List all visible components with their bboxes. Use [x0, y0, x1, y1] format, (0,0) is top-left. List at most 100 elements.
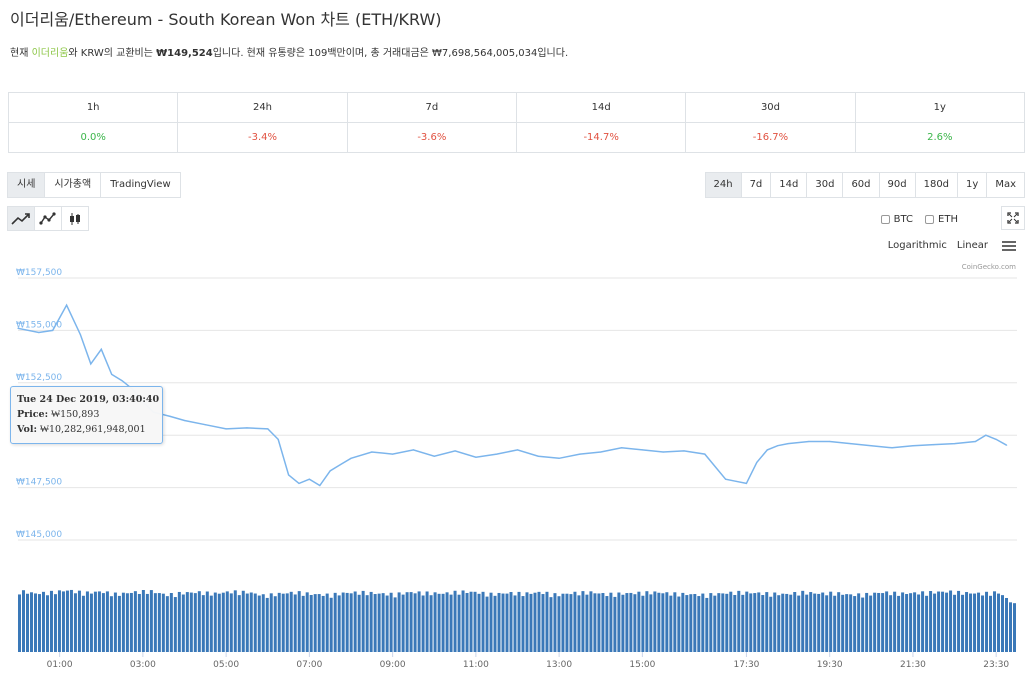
volume-bar [117, 595, 121, 652]
volume-bar [633, 594, 637, 652]
volume-bar [97, 591, 101, 652]
range-180d-button[interactable]: 180d [914, 172, 959, 198]
volume-bar [641, 595, 645, 652]
price-point [579, 453, 581, 455]
volume-bar [281, 593, 285, 652]
volume-bar [153, 593, 157, 652]
volume-bar [269, 593, 273, 652]
volume-bar [293, 594, 297, 652]
range-60d-button[interactable]: 60d [842, 172, 880, 198]
price-point [1005, 444, 1008, 446]
volume-bar [813, 593, 817, 652]
volume-bar [161, 593, 165, 652]
price-point [475, 456, 477, 458]
price-point [111, 373, 113, 376]
linear-button[interactable]: Linear [956, 240, 988, 251]
candlestick-button[interactable] [61, 206, 89, 231]
volume-bar [385, 595, 389, 652]
volume-bar [689, 594, 693, 652]
price-point [246, 427, 248, 429]
volume-bar [677, 596, 681, 652]
volume-bar [501, 593, 505, 652]
chart-credits[interactable]: CoinGecko.com [961, 263, 1016, 271]
volume-bar [961, 594, 965, 652]
tab-market-cap[interactable]: 시가총액 [44, 172, 102, 198]
volume-bar [113, 592, 117, 652]
perf-header-30d: 30d [685, 92, 856, 123]
range-30d-button[interactable]: 30d [806, 172, 844, 198]
price-point [38, 331, 40, 334]
volume-bar [365, 595, 369, 652]
volume-bar [33, 593, 37, 652]
range-1y-button[interactable]: 1y [957, 172, 988, 198]
compare-btc[interactable]: BTC [880, 214, 913, 225]
volume-bar [45, 595, 49, 652]
volume-bar [165, 596, 169, 652]
line-chart-button[interactable] [7, 206, 35, 231]
volume-bar [173, 597, 177, 652]
volume-bar [73, 593, 77, 652]
price-point [412, 449, 415, 451]
btc-checkbox[interactable] [880, 215, 890, 224]
volume-bar [297, 591, 301, 652]
volume-bar [581, 591, 585, 652]
ohlc-line-button[interactable] [34, 206, 62, 231]
volume-bar [1009, 602, 1013, 652]
eth-checkbox[interactable] [925, 215, 935, 224]
volume-bar [1005, 597, 1009, 652]
tab-price[interactable]: 시세 [7, 172, 46, 198]
volume-bar [753, 593, 757, 652]
volume-bar [865, 592, 869, 652]
volume-bar [697, 596, 701, 652]
volume-bar [1013, 603, 1016, 652]
range-max-button[interactable]: Max [986, 172, 1025, 198]
volume-bar [893, 591, 897, 652]
volume-bar [101, 593, 105, 652]
summary-mid: 와 KRW의 교환비는 [68, 48, 157, 59]
perf-header-1y: 1y [854, 92, 1026, 123]
price-point [392, 453, 394, 455]
volume-bar [965, 592, 969, 652]
volume-bar [221, 592, 225, 652]
volume-bar [253, 593, 257, 652]
volume-bar [605, 596, 609, 652]
volume-bar [869, 595, 873, 652]
volume-bar [109, 596, 113, 652]
y-tick-label: ₩157,500 [16, 268, 62, 278]
volume-bar [881, 593, 885, 652]
volume-bar [397, 592, 401, 652]
price-point [454, 450, 456, 452]
volume-bar [841, 594, 845, 652]
volume-bar [41, 591, 45, 652]
volume-bar [277, 592, 281, 652]
volume-bar [413, 593, 417, 652]
volume-bar [249, 592, 253, 652]
range-90d-button[interactable]: 90d [878, 172, 916, 198]
volume-bar [733, 594, 737, 652]
range-24h-button[interactable]: 24h [704, 172, 742, 198]
volume-bar [449, 594, 453, 652]
perf-value-7d: -3.6% [346, 122, 517, 153]
volume-bar [601, 593, 605, 652]
volume-bar [197, 591, 201, 652]
range-14d-button[interactable]: 14d [770, 172, 808, 198]
volume-bar [741, 594, 745, 652]
volume-bar [765, 592, 769, 652]
volume-bar [85, 591, 89, 652]
menu-icon[interactable] [1002, 240, 1016, 251]
volume-bar [805, 594, 809, 652]
logarithmic-button[interactable]: Logarithmic [887, 240, 947, 251]
fullscreen-button[interactable] [1001, 206, 1025, 230]
range-7d-button[interactable]: 7d [740, 172, 772, 198]
price-point [620, 447, 623, 449]
volume-bar [57, 590, 61, 652]
coin-link[interactable]: 이더리움 [31, 48, 69, 59]
volume-bar [857, 593, 861, 652]
tab-tradingview[interactable]: TradingView [100, 172, 181, 198]
volume-bar [141, 590, 145, 652]
volume-bar [125, 593, 129, 652]
compare-eth[interactable]: ETH [925, 214, 958, 225]
volume-bar [493, 595, 497, 652]
volume-bar [25, 593, 29, 652]
volume-bar [657, 592, 661, 652]
